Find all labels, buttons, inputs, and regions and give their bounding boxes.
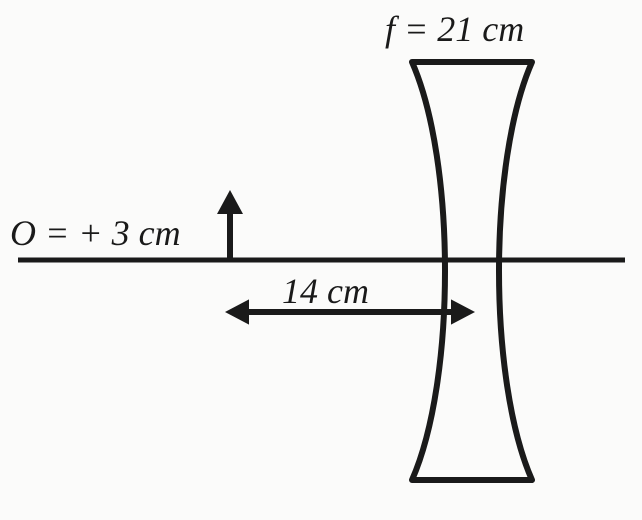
lens-diagram-svg [0,0,642,520]
diverging-lens [412,62,532,480]
object-arrow [217,190,243,260]
object-distance-label: 14 cm [282,270,369,312]
focal-length-label: f = 21 cm [385,8,524,50]
object-height-label: O = + 3 cm [10,212,181,254]
